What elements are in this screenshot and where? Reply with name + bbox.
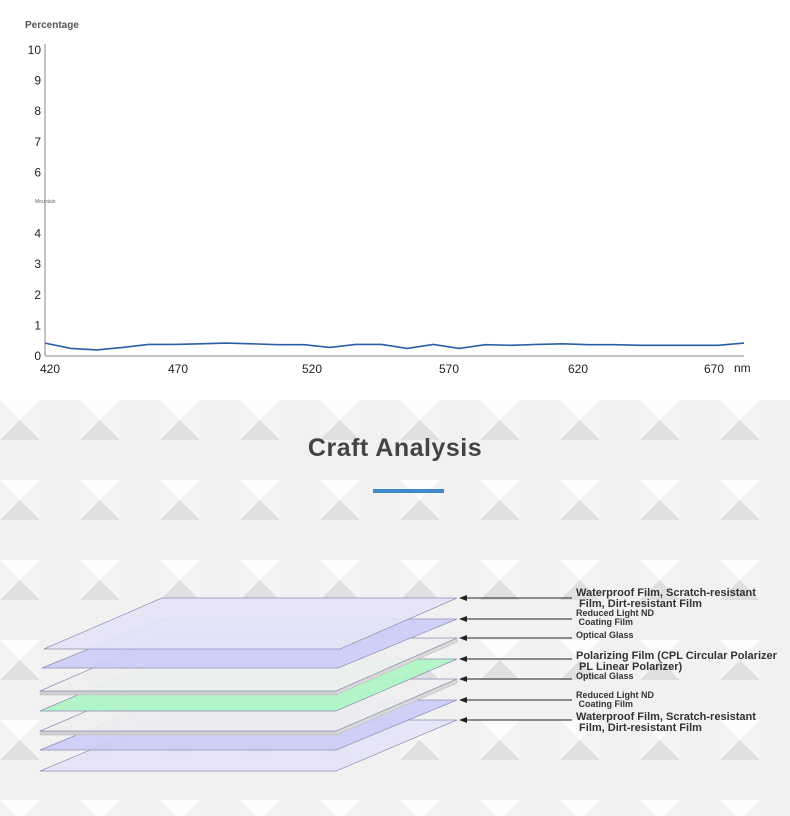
pointer-arrowhead xyxy=(459,697,467,703)
pointer-arrowhead xyxy=(459,635,467,641)
y-tick-label: 0 xyxy=(34,349,41,363)
layer-label: Reduced Light ND Coating Film xyxy=(576,608,654,627)
glass-edge xyxy=(39,730,337,736)
y-tick-label: 10 xyxy=(28,43,42,57)
layer-label: Optical Glass xyxy=(576,671,634,681)
craft-analysis-section: Craft Analysis Waterproof Film, Scratch-… xyxy=(0,400,790,816)
pointer-arrowhead xyxy=(459,616,467,622)
x-tick-label: 420 xyxy=(40,362,60,376)
x-axis-unit: nm xyxy=(734,361,751,375)
layer-label: Polarizing Film (CPL Circular Polarizer … xyxy=(576,650,777,673)
pointer-arrowhead xyxy=(459,676,467,682)
pointer-arrowhead xyxy=(459,656,467,662)
layer-label: Reduced Light ND Coating Film xyxy=(576,690,654,709)
filter-layer xyxy=(43,597,458,650)
layer-label: Optical Glass xyxy=(576,630,634,640)
y-tick-label: 4 xyxy=(34,227,41,241)
y-tick-label: 6 xyxy=(34,165,41,179)
layer-label: Waterproof Film, Scratch-resistant Film,… xyxy=(576,711,756,734)
x-tick-label: 670 xyxy=(704,362,724,376)
y-tick-label: 3 xyxy=(34,257,41,271)
layer-diagram xyxy=(39,595,572,772)
chart-series xyxy=(44,342,745,351)
x-tick-label: 470 xyxy=(168,362,188,376)
glass-edge xyxy=(39,690,337,696)
y-tick-labels: 0 1 2 3 4 6 7 8 9 10 xyxy=(28,43,42,363)
x-tick-label: 570 xyxy=(439,362,459,376)
pointer-arrowhead xyxy=(459,717,467,723)
y-tick-label: 9 xyxy=(34,74,41,88)
pointer-arrowhead xyxy=(459,595,467,601)
y-tick-label: 7 xyxy=(34,135,41,149)
craft-title: Craft Analysis xyxy=(307,434,483,462)
chart-axes xyxy=(44,44,744,357)
x-tick-label: 620 xyxy=(568,362,588,376)
series-line xyxy=(44,342,745,351)
layer-label: Waterproof Film, Scratch-resistant Film,… xyxy=(576,587,756,610)
y-tick-label: 1 xyxy=(34,318,41,332)
y-axis-label: Percentage xyxy=(25,20,79,31)
y-tick-label: 2 xyxy=(34,288,41,302)
y-tick-label: 8 xyxy=(34,104,41,118)
x-tick-label: 520 xyxy=(302,362,322,376)
title-underline xyxy=(373,489,444,493)
x-tick-labels: 420 470 520 570 620 670 xyxy=(40,362,724,376)
